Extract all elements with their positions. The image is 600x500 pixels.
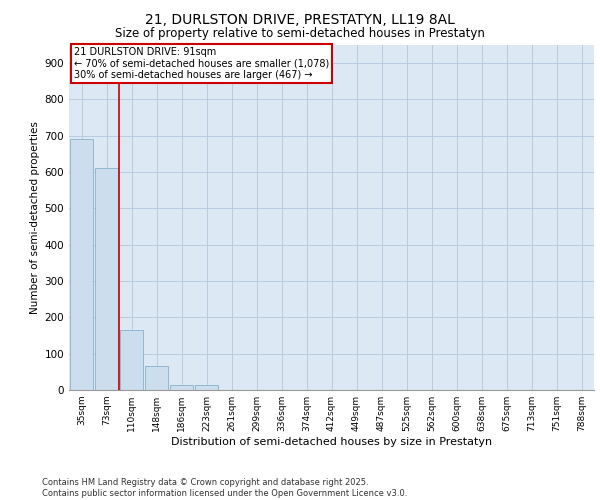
Bar (120, 330, 143, 390)
Bar (95, 168, 118, 390)
Bar (195, 384, 218, 390)
Text: 21, DURLSTON DRIVE, PRESTATYN, LL19 8AL: 21, DURLSTON DRIVE, PRESTATYN, LL19 8AL (145, 12, 455, 26)
Bar (170, 384, 193, 390)
Text: Size of property relative to semi-detached houses in Prestatyn: Size of property relative to semi-detach… (115, 28, 485, 40)
Bar (145, 366, 168, 390)
Bar (70, 140, 93, 390)
Text: 21 DURLSTON DRIVE: 91sqm
← 70% of semi-detached houses are smaller (1,078)
30% o: 21 DURLSTON DRIVE: 91sqm ← 70% of semi-d… (74, 46, 329, 80)
Y-axis label: Number of semi-detached properties: Number of semi-detached properties (31, 121, 40, 314)
Text: Contains HM Land Registry data © Crown copyright and database right 2025.
Contai: Contains HM Land Registry data © Crown c… (42, 478, 407, 498)
X-axis label: Distribution of semi-detached houses by size in Prestatyn: Distribution of semi-detached houses by … (171, 437, 492, 447)
